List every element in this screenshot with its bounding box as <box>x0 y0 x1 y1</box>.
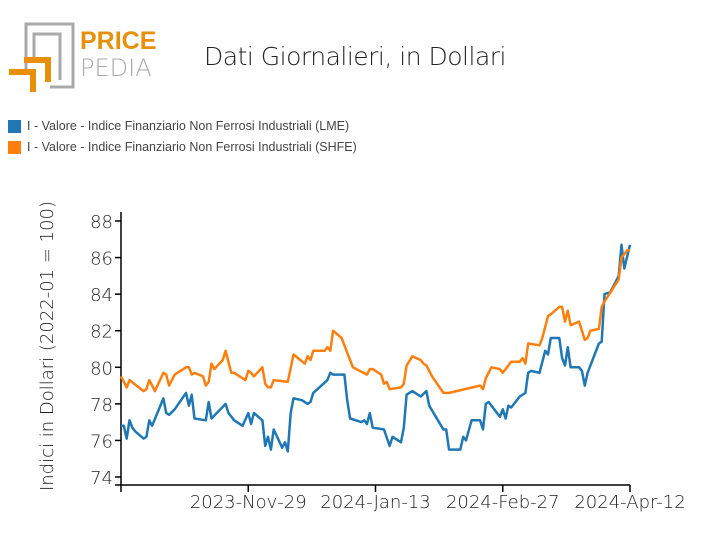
x-axis: 2023-Nov-29 2024-Jan-13 2024-Feb-27 2024-Ap… <box>115 484 686 513</box>
y-tick-label: 78 <box>90 395 113 416</box>
y-tick-label: 80 <box>90 358 113 379</box>
y-tick-label: 82 <box>90 322 113 343</box>
series-line-shfe[interactable] <box>119 249 630 395</box>
y-tick-label: 86 <box>90 249 113 270</box>
x-tick-label: 2024-Apr-12 <box>574 492 685 513</box>
y-axis: 74 76 78 80 82 84 86 88 <box>90 212 122 489</box>
y-tick-label: 84 <box>90 285 113 306</box>
legend-item-lme[interactable]: I - Valore - Indice Finanziario Non Ferr… <box>8 119 349 133</box>
chart-title: Dati Giornalieri, in Dollari <box>204 42 507 71</box>
legend-item-shfe[interactable]: I - Valore - Indice Finanziario Non Ferr… <box>8 140 357 154</box>
svg-text:PRICE: PRICE <box>80 27 156 55</box>
y-tick-label: 74 <box>90 468 113 489</box>
legend-swatch-lme <box>8 119 21 133</box>
y-tick-label: 76 <box>90 431 113 452</box>
legend-swatch-shfe <box>8 140 21 154</box>
pricepedia-logo: PRICE PEDIA <box>9 22 156 92</box>
legend-label-lme: I - Valore - Indice Finanziario Non Ferr… <box>27 119 350 133</box>
legend-label-shfe: I - Valore - Indice Finanziario Non Ferr… <box>27 140 357 154</box>
x-tick-label: 2023-Nov-29 <box>190 492 307 513</box>
series-lines <box>119 243 632 453</box>
y-axis-label: Indici in Dollari (2022-01 = 100) <box>37 201 58 491</box>
series-line-lme[interactable] <box>121 243 632 453</box>
y-tick-label: 88 <box>90 212 113 233</box>
x-tick-label: 2024-Feb-27 <box>446 492 560 513</box>
svg-text:PEDIA: PEDIA <box>80 54 152 82</box>
x-tick-label: 2024-Jan-13 <box>320 492 430 513</box>
